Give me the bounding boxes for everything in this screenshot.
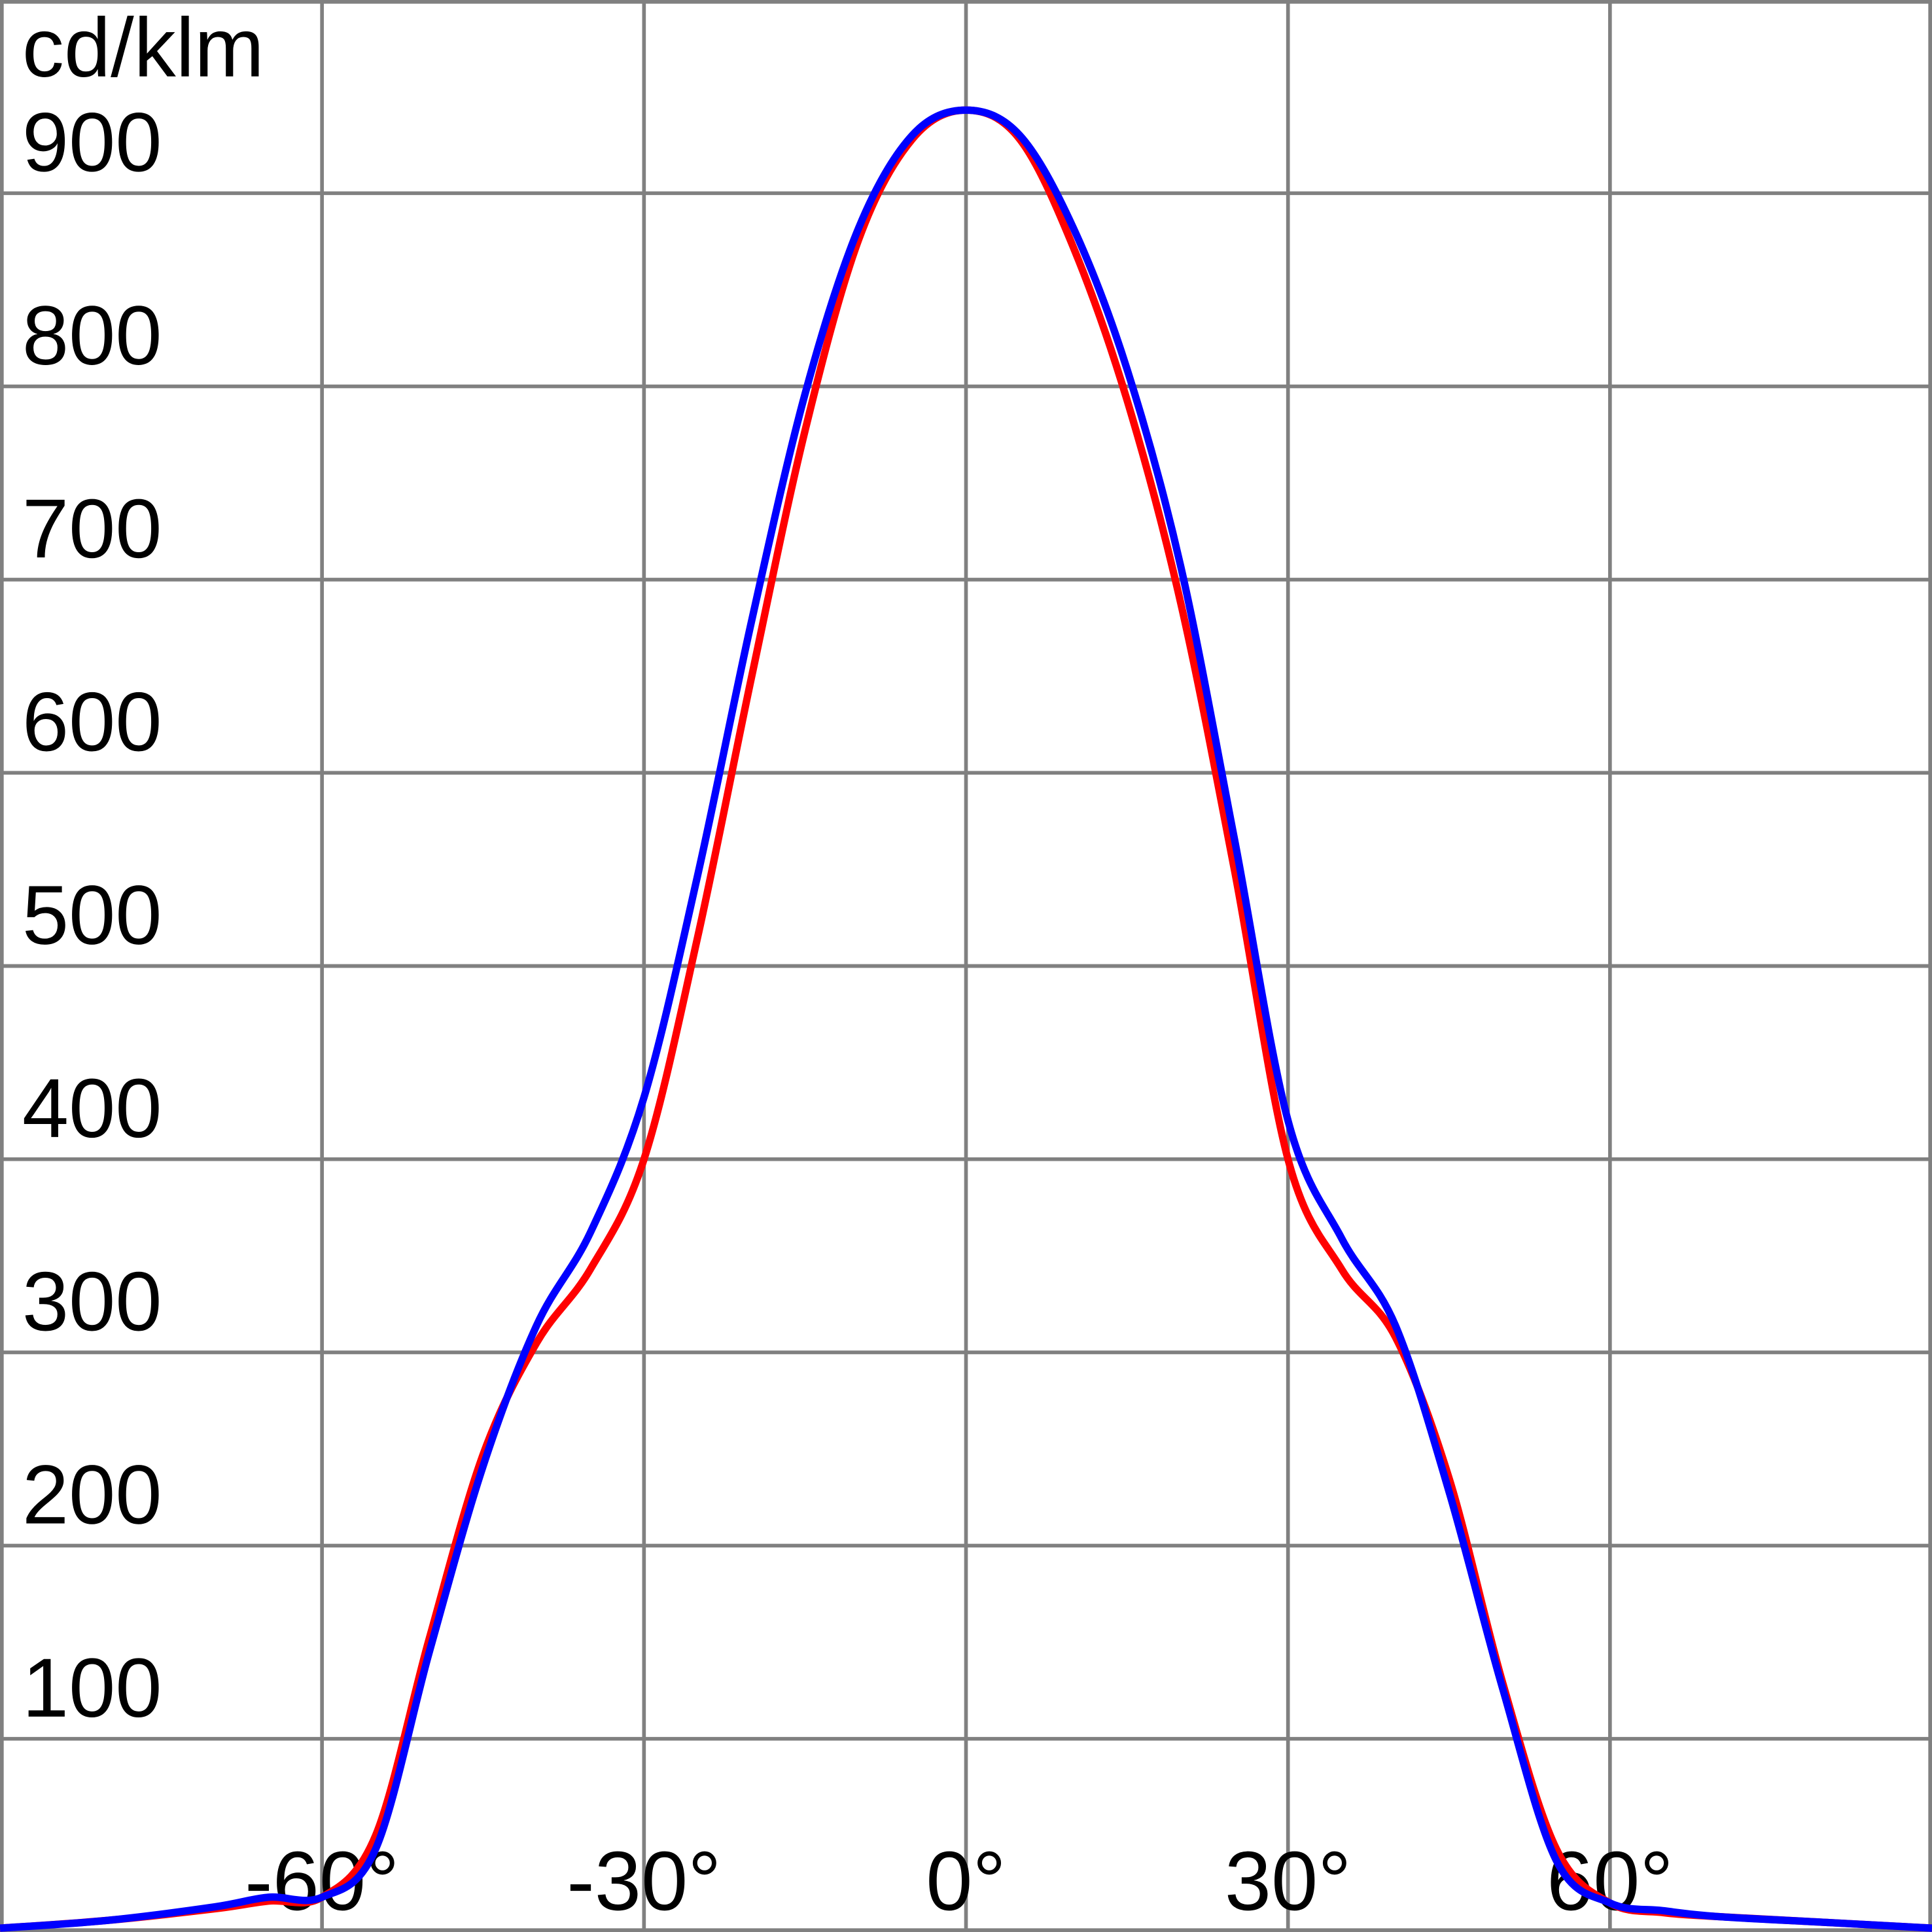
- y-tick-label: 300: [22, 1255, 162, 1348]
- x-tick-label: 0°: [926, 1835, 1006, 1928]
- y-tick-label: 500: [22, 869, 162, 962]
- y-tick-label: 700: [22, 482, 162, 576]
- y-tick-label: 900: [22, 96, 162, 189]
- y-axis-label: cd/klm: [22, 1, 264, 95]
- y-tick-label: 200: [22, 1449, 162, 1542]
- series-line: [0, 106, 1932, 1932]
- y-tick-label: 400: [22, 1062, 162, 1155]
- y-tick-label: 600: [22, 675, 162, 769]
- x-tick-label: -30°: [567, 1835, 721, 1928]
- x-tick-label: 30°: [1225, 1835, 1352, 1928]
- y-tick-label: 100: [22, 1642, 162, 1735]
- y-tick-label: 800: [22, 289, 162, 383]
